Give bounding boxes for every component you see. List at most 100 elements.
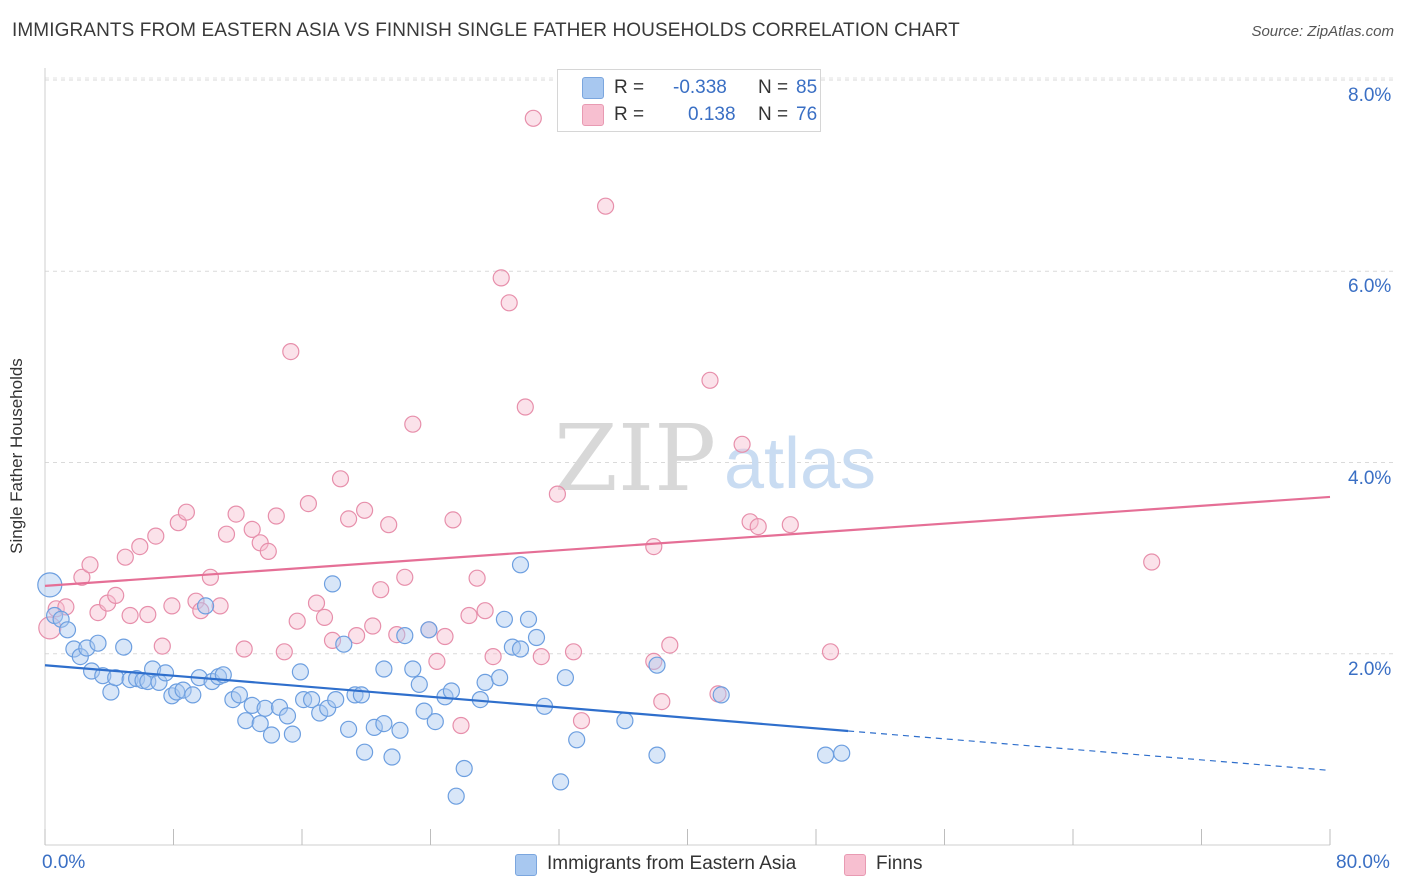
eastern-asia-point[interactable] [495, 610, 513, 628]
finns-point[interactable] [741, 513, 759, 531]
eastern-asia-point[interactable] [375, 660, 393, 678]
eastern-asia-point[interactable] [174, 681, 192, 699]
finns-point[interactable] [372, 581, 390, 599]
finns-point[interactable] [516, 398, 534, 416]
eastern-asia-point[interactable] [568, 731, 586, 749]
finns-point[interactable] [428, 652, 446, 671]
eastern-asia-point[interactable] [71, 647, 89, 666]
finns-point[interactable] [468, 569, 486, 587]
finns-point[interactable] [177, 503, 195, 521]
eastern-asia-point[interactable] [230, 686, 248, 704]
eastern-asia-point[interactable] [712, 686, 730, 704]
eastern-asia-point[interactable] [327, 690, 345, 709]
eastern-asia-point[interactable] [491, 669, 509, 687]
eastern-asia-point[interactable] [102, 683, 120, 701]
finns-point[interactable] [396, 568, 414, 586]
eastern-asia-point[interactable] [426, 712, 444, 731]
finns-point[interactable] [243, 520, 261, 539]
finns-point[interactable] [348, 626, 366, 645]
eastern-asia-point[interactable] [323, 575, 342, 593]
eastern-asia-point[interactable] [816, 746, 835, 764]
finns-point[interactable] [484, 647, 502, 666]
eastern-asia-point[interactable] [519, 610, 538, 628]
finns-point[interactable] [275, 643, 293, 661]
eastern-asia-point[interactable] [115, 638, 133, 656]
finns-point[interactable] [217, 525, 236, 543]
finns-point[interactable] [131, 537, 149, 556]
eastern-asia-point[interactable] [375, 714, 393, 733]
eastern-asia-point[interactable] [527, 628, 546, 647]
finns-point[interactable] [299, 495, 317, 513]
eastern-asia-point[interactable] [365, 718, 383, 737]
eastern-asia-point[interactable] [335, 635, 353, 653]
finns-point[interactable] [532, 647, 550, 666]
finns-point[interactable] [548, 485, 567, 503]
eastern-asia-point[interactable] [78, 639, 96, 657]
finns-point[interactable] [701, 371, 719, 389]
eastern-asia-point[interactable] [311, 704, 329, 722]
eastern-asia-point[interactable] [455, 759, 473, 778]
finns-point[interactable] [235, 640, 253, 658]
finns-point[interactable] [201, 568, 219, 586]
eastern-asia-point[interactable] [89, 634, 107, 652]
eastern-asia-point[interactable] [256, 699, 274, 717]
finns-point[interactable] [282, 343, 300, 361]
finns-point[interactable] [356, 501, 374, 519]
finns-point[interactable] [661, 636, 679, 654]
finns-point[interactable] [331, 470, 350, 488]
finns-point[interactable] [364, 617, 382, 635]
eastern-asia-point[interactable] [447, 787, 465, 805]
finns-point[interactable] [380, 516, 398, 534]
eastern-asia-point[interactable] [420, 621, 438, 639]
finns-point[interactable] [653, 692, 671, 711]
eastern-asia-point[interactable] [442, 682, 460, 700]
eastern-asia-point[interactable] [476, 673, 494, 692]
finns-point[interactable] [153, 637, 171, 655]
finns-point[interactable] [163, 597, 181, 615]
eastern-asia-point[interactable] [94, 667, 112, 685]
eastern-asia-point[interactable] [291, 663, 309, 681]
eastern-asia-point[interactable] [278, 707, 297, 725]
eastern-asia-point[interactable] [556, 669, 575, 687]
eastern-asia-point[interactable] [197, 597, 215, 615]
eastern-asia-point[interactable] [156, 664, 175, 682]
finns-point[interactable] [821, 643, 840, 661]
finns-point[interactable] [1143, 553, 1161, 571]
finns-point[interactable] [192, 602, 210, 620]
finns-point[interactable] [315, 608, 334, 627]
finns-point[interactable] [121, 606, 139, 625]
finns-point[interactable] [452, 716, 470, 735]
eastern-asia-point[interactable] [262, 726, 281, 744]
eastern-asia-point[interactable] [303, 690, 321, 709]
eastern-asia-point[interactable] [511, 640, 530, 658]
eastern-asia-point[interactable] [352, 686, 370, 704]
finns-point[interactable] [340, 510, 358, 528]
eastern-asia-point[interactable] [107, 669, 125, 687]
finns-point[interactable] [139, 605, 157, 624]
eastern-asia-point[interactable] [396, 626, 414, 645]
finns-point[interactable] [645, 537, 663, 556]
eastern-asia-point[interactable] [648, 746, 666, 764]
finns-point[interactable] [444, 511, 462, 529]
eastern-asia-point[interactable] [356, 743, 374, 761]
eastern-asia-point[interactable] [128, 669, 146, 688]
finns-point[interactable] [211, 597, 229, 615]
finns-point[interactable] [267, 507, 285, 525]
finns-point[interactable] [500, 294, 518, 312]
finns-point[interactable] [307, 594, 326, 612]
finns-point[interactable] [107, 586, 125, 605]
finns-point[interactable] [781, 516, 799, 534]
finns-point[interactable] [749, 517, 767, 536]
eastern-asia-point[interactable] [237, 712, 255, 730]
finns-point[interactable] [564, 643, 583, 661]
eastern-asia-point[interactable] [52, 610, 70, 628]
finns-point[interactable] [476, 602, 494, 620]
eastern-asia-point[interactable] [251, 714, 269, 733]
eastern-asia-point[interactable] [391, 721, 409, 739]
eastern-asia-point[interactable] [82, 662, 101, 680]
finns-point[interactable] [572, 712, 591, 730]
eastern-asia-point[interactable] [283, 725, 301, 743]
finns-point[interactable] [733, 435, 751, 453]
eastern-asia-point[interactable] [616, 712, 634, 730]
eastern-asia-point[interactable] [404, 660, 422, 678]
